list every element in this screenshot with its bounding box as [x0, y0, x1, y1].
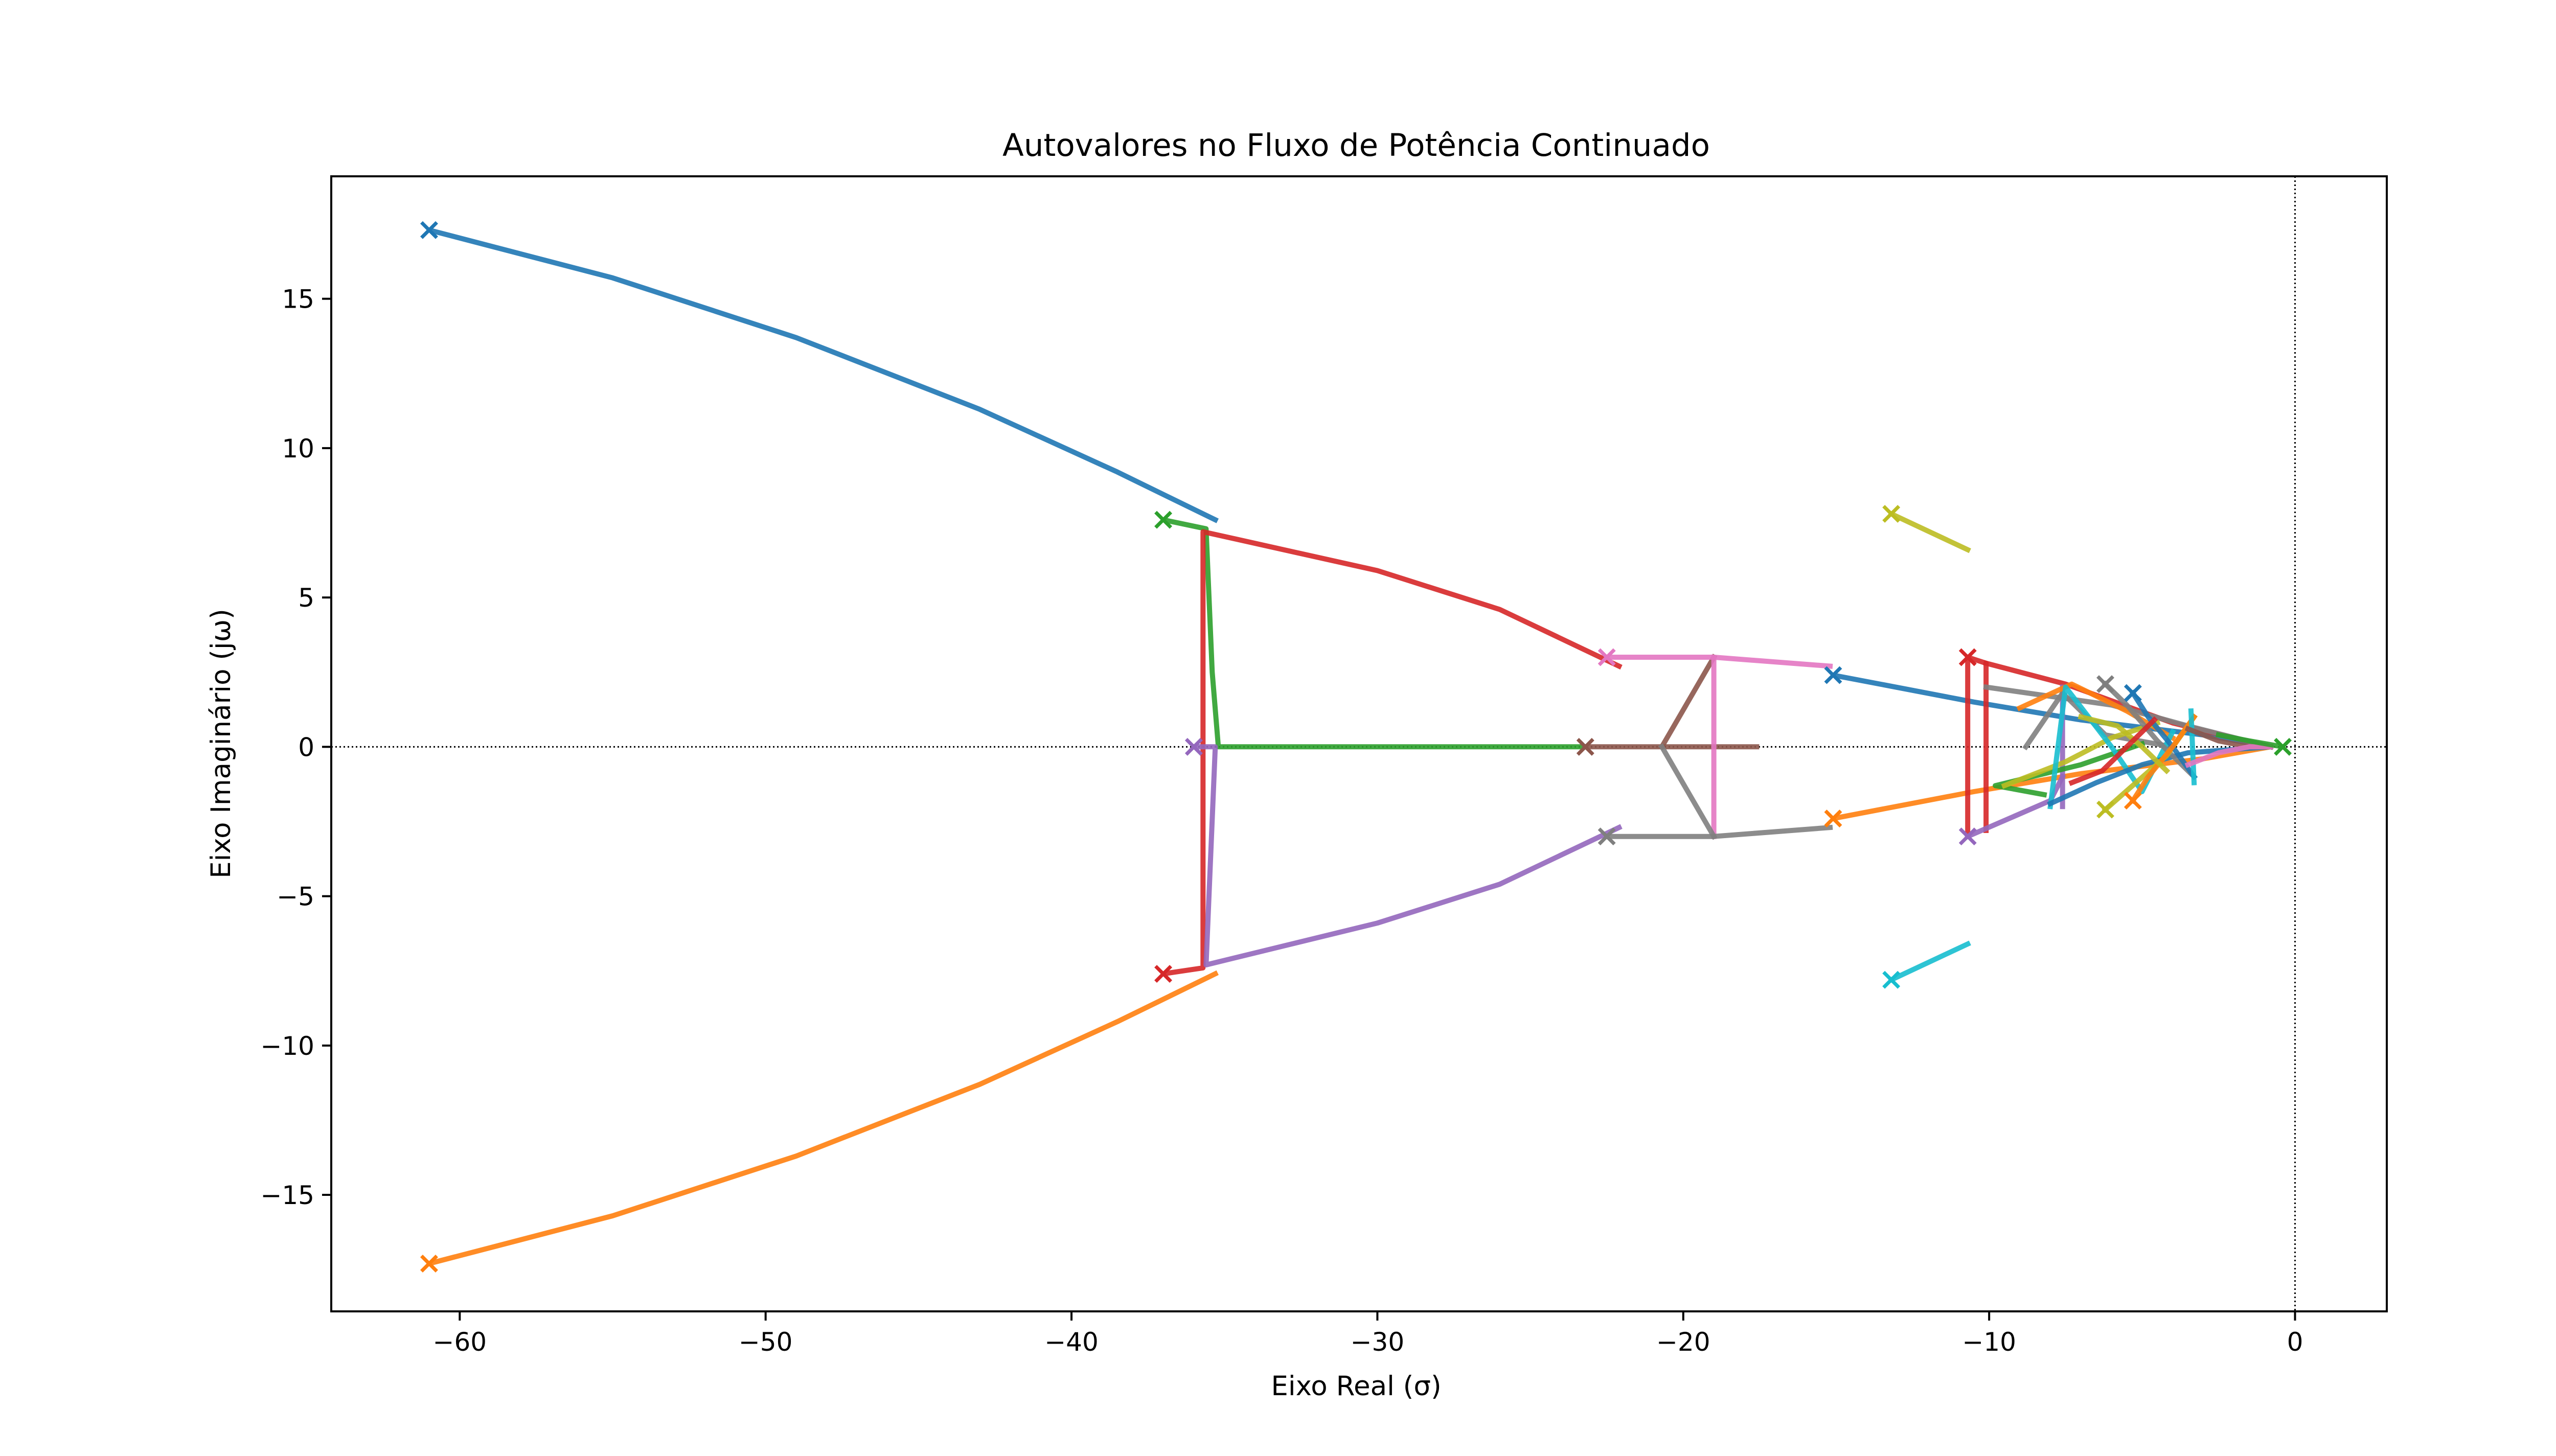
locus-series-13 — [1830, 744, 2274, 822]
x-tick-label-5: −20 — [1656, 1327, 1710, 1357]
x-tick-label-1: −60 — [433, 1327, 487, 1357]
locus-series-25 — [2001, 720, 2161, 789]
y-tick-label-6: 10 — [282, 434, 314, 464]
locus-series-30 — [2129, 689, 2198, 780]
locus-series-17 — [1964, 654, 1989, 833]
locus-series-9 — [1711, 654, 1833, 669]
locus-series-2 — [426, 970, 1219, 1267]
locus-series-35 — [2216, 732, 2286, 750]
start-marker-16 — [2096, 800, 2114, 819]
start-marker-12 — [1882, 970, 1901, 989]
locus-series-37 — [2068, 716, 2158, 786]
x-tick-label-6: −10 — [1962, 1327, 2016, 1357]
y-tick-label-4: 0 — [298, 732, 314, 762]
locus-series-11 — [1658, 743, 1718, 840]
start-marker-4 — [1154, 965, 1173, 983]
locus-series-15 — [1888, 940, 1971, 983]
start-marker-7 — [1598, 648, 1616, 666]
y-tick-label-5: 5 — [298, 583, 314, 613]
locus-series-36 — [2078, 713, 2171, 775]
locus-series-32 — [2188, 708, 2197, 785]
start-marker-9 — [1824, 666, 1842, 684]
start-marker-19 — [2274, 737, 2292, 756]
start-marker-3 — [1154, 511, 1173, 529]
x-tick-label-2: −50 — [739, 1327, 793, 1357]
start-marker-2 — [420, 1255, 438, 1273]
locus-series-14 — [1888, 510, 1971, 553]
locus-series-3 — [1160, 517, 1588, 750]
plot-frame — [330, 175, 2388, 1312]
x-tick-label-7: 0 — [2287, 1327, 2303, 1357]
start-marker-14 — [1958, 827, 1977, 846]
start-marker-6 — [1576, 737, 1594, 756]
locus-series-1 — [426, 227, 1219, 523]
start-marker-8 — [1598, 827, 1616, 846]
locus-series-7 — [1658, 654, 1718, 751]
start-marker-10 — [1824, 810, 1842, 828]
start-marker-11 — [1882, 504, 1901, 523]
x-axis-label: Eixo Real (σ) — [1271, 1371, 1441, 1402]
start-marker-1 — [420, 221, 438, 239]
locus-series-4 — [1160, 529, 1623, 977]
locus-series-27 — [2047, 744, 2273, 807]
y-tick-label-7: 15 — [282, 285, 314, 314]
start-marker-17 — [2124, 684, 2142, 702]
locus-series-5 — [1191, 744, 1623, 967]
start-marker-15 — [2096, 675, 2114, 694]
start-marker-13 — [1958, 648, 1977, 666]
locus-series-28 — [2102, 680, 2198, 780]
locus-series-34 — [2184, 744, 2273, 768]
locus-series-10 — [1604, 824, 1833, 839]
start-marker-18 — [2124, 792, 2142, 810]
x-tick-label-3: −40 — [1044, 1327, 1099, 1357]
y-tick-label-2: −10 — [260, 1031, 314, 1061]
y-tick-label-1: −15 — [260, 1181, 314, 1210]
x-tick-label-4: −30 — [1351, 1327, 1405, 1357]
y-axis-label: Eixo Imaginário (jω) — [206, 609, 237, 879]
start-marker-5 — [1184, 737, 1203, 756]
y-tick-label-3: −5 — [277, 882, 314, 912]
chart-title: Autovalores no Fluxo de Potência Continu… — [1002, 127, 1710, 164]
